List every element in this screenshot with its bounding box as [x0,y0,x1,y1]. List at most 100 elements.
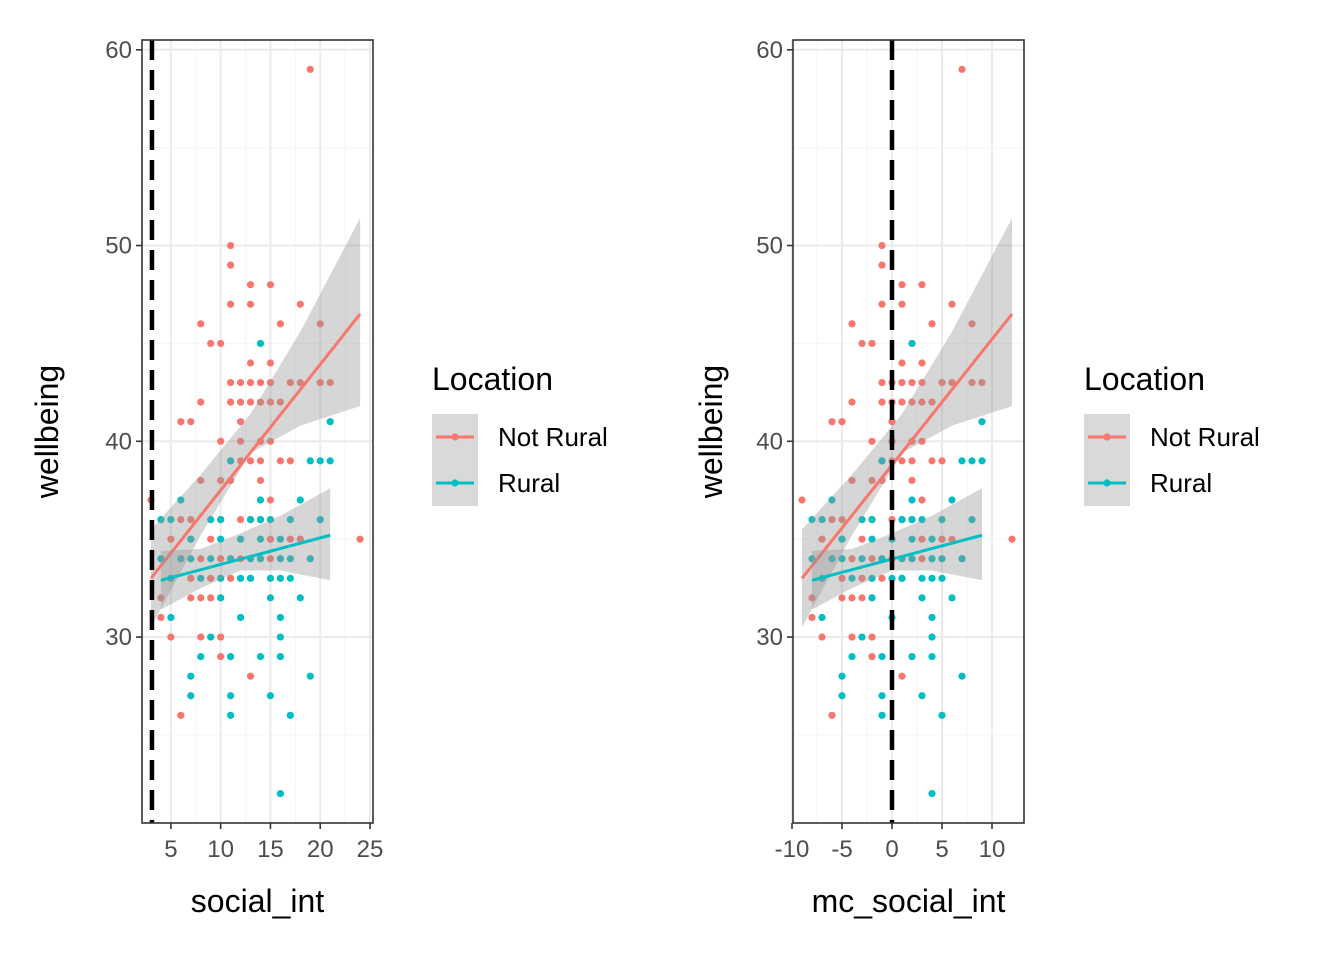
data-point-not-rural [217,653,225,661]
data-point-rural [187,555,195,563]
data-point-not-rural [276,398,285,406]
data-point-not-rural [316,320,324,328]
data-point-rural [878,653,886,661]
data-point-not-rural [898,281,906,289]
data-point-not-rural [217,437,225,445]
data-point-rural [286,555,294,563]
data-point-rural [306,672,314,680]
data-point-rural [157,515,165,524]
data-point-not-rural [918,359,926,367]
y-tick-label: 40 [756,428,783,455]
data-point-not-rural [326,378,334,387]
data-point-rural [326,418,334,426]
data-point-not-rural [157,613,165,622]
data-point-rural [256,515,265,524]
legend-title: Location [1084,361,1205,397]
data-point-rural [167,515,175,524]
data-point-rural [818,515,826,524]
data-point-not-rural [266,281,275,289]
data-point-not-rural [868,633,876,641]
data-point-not-rural [848,633,856,641]
data-point-not-rural [246,457,255,465]
data-point-rural [256,555,265,563]
data-point-rural [246,574,255,582]
data-point-not-rural [177,515,185,524]
data-point-rural [878,457,886,465]
data-point-rural [938,711,946,719]
data-point-rural [978,457,986,465]
data-point-rural [157,555,165,563]
data-point-not-rural [848,476,856,485]
data-point-rural [968,457,976,465]
data-point-not-rural [256,378,265,387]
panel-background [142,40,373,823]
data-point-rural [306,457,314,465]
data-point-rural [276,653,285,661]
data-point-not-rural [808,594,816,602]
data-point-not-rural [256,398,265,406]
data-point-not-rural [918,398,926,406]
data-point-rural [276,613,285,622]
data-point-rural [286,515,294,524]
confidence-band-not-rural [151,218,361,628]
legend-label-rural: Rural [498,468,560,498]
fit-line-rural [811,533,983,582]
data-point-not-rural [356,535,364,543]
data-point-not-rural [818,535,826,543]
data-point-not-rural [948,535,956,543]
data-point-rural [316,457,324,465]
data-point-not-rural [878,241,886,250]
data-point-rural [177,555,185,563]
data-point-not-rural [246,398,255,406]
data-point-rural [958,457,966,465]
data-point-not-rural [236,378,245,387]
data-point-not-rural [828,515,836,524]
data-point-not-rural [227,261,235,269]
data-point-rural [908,339,916,348]
data-point-not-rural [928,457,936,465]
data-point-rural [276,574,285,582]
data-point-not-rural [898,398,906,406]
data-point-rural [197,574,205,582]
data-point-not-rural [187,418,195,426]
data-point-rural [928,613,936,622]
data-point-rural [898,574,906,582]
y-tick-label: 30 [105,624,132,651]
data-point-rural [908,515,916,524]
y-tick-label: 30 [756,624,783,651]
data-point-rural [908,535,916,543]
data-point-rural [938,555,946,563]
data-point-not-rural [878,261,886,269]
data-point-not-rural [858,339,866,348]
data-point-not-rural [848,594,856,602]
data-point-not-rural [286,535,294,543]
data-point-not-rural [227,300,235,308]
x-axis-title: social_int [191,883,325,919]
data-point-not-rural [948,378,956,387]
data-point-rural [918,515,926,524]
data-point-rural [256,535,265,543]
data-point-rural [928,653,936,661]
data-point-rural [266,594,275,602]
data-point-rural [236,574,245,582]
data-point-not-rural [838,574,846,582]
data-point-rural [928,633,936,641]
data-point-not-rural [948,300,956,308]
data-point-not-rural [266,535,275,543]
data-point-rural [878,692,886,700]
data-point-rural [217,535,225,543]
data-point-rural [858,555,866,563]
x-tick-label: 10 [979,836,1006,863]
data-point-rural [276,790,285,798]
data-point-rural [928,790,936,798]
data-point-not-rural [848,398,856,406]
data-point-not-rural [197,594,205,602]
data-point-rural [958,672,966,680]
x-tick-label: 5 [164,836,177,863]
legend-key-point-not-rural [451,433,459,441]
data-point-rural [207,633,215,641]
data-point-rural [938,515,946,524]
data-point-not-rural [878,378,886,387]
data-point-rural [838,555,846,563]
data-point-rural [828,496,836,504]
